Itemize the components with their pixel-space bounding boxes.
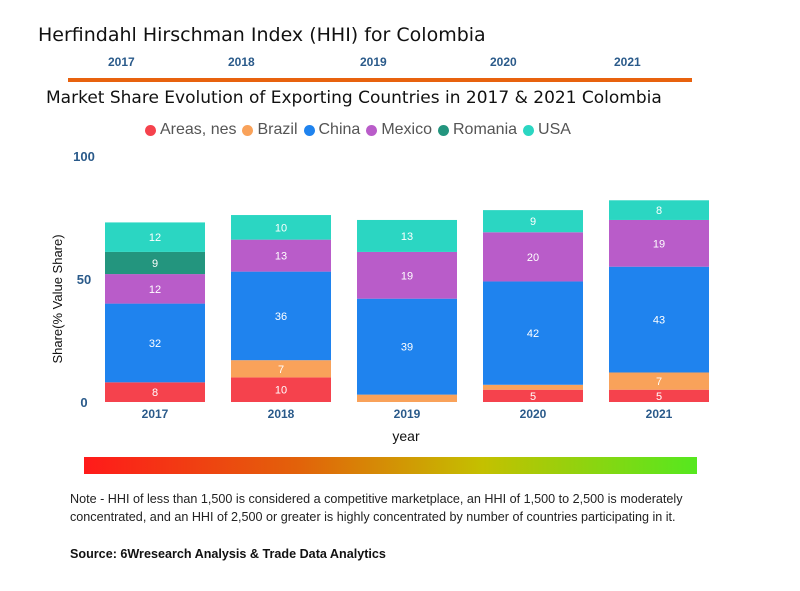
bar-segment-areas-nes-2020 — [483, 389, 583, 402]
legend-swatch — [366, 124, 378, 136]
legend-item-romania: Romania — [438, 121, 517, 139]
legend-label: Brazil — [257, 121, 298, 138]
legend-label: Mexico — [381, 121, 432, 138]
bar-segment-brazil-2019 — [357, 394, 457, 402]
title-divider — [68, 78, 692, 82]
data-label: 32 — [149, 338, 161, 350]
data-label: 13 — [401, 231, 413, 243]
bar-segment-usa-2019 — [357, 219, 457, 252]
bar-segment-china-2018 — [231, 271, 331, 361]
hhi-gradient-scale — [84, 457, 697, 474]
data-label: 10 — [275, 222, 287, 234]
bar-segment-mexico-2018 — [231, 239, 331, 272]
data-label: 5 — [530, 391, 536, 403]
data-label: 19 — [401, 270, 413, 282]
x-axis-label: year — [392, 428, 420, 444]
legend-item-china: China — [303, 121, 361, 139]
bar-segment-brazil-2020 — [483, 384, 583, 390]
bar-segment-china-2021 — [609, 266, 709, 373]
source-line: Source: 6Wresearch Analysis & Trade Data… — [70, 547, 386, 561]
bar-segment-china-2017 — [105, 303, 205, 383]
bar-segment-brazil-2021 — [609, 372, 709, 390]
data-label: 13 — [275, 251, 287, 263]
data-label: 9 — [530, 216, 536, 228]
legend-item-mexico: Mexico — [366, 121, 432, 139]
x-tick-label: 2020 — [520, 407, 547, 421]
legend-label: USA — [538, 121, 571, 138]
bar-segment-usa-2018 — [231, 215, 331, 240]
bar-segment-areas-nes-2018 — [231, 377, 331, 402]
footnote: Note - HHI of less than 1,500 is conside… — [70, 492, 683, 524]
bar-segment-mexico-2017 — [105, 274, 205, 304]
legend-swatch — [242, 124, 254, 136]
bar-segment-usa-2020 — [483, 210, 583, 233]
main-title: Herfindahl Hirschman Index (HHI) for Col… — [38, 24, 486, 46]
data-label: 12 — [149, 232, 161, 244]
x-tick-label: 2019 — [394, 407, 421, 421]
bar-segment-mexico-2021 — [609, 219, 709, 267]
y-axis-label: Share(% Value Share) — [50, 234, 65, 363]
stacked-bar-chart: 0 50 100 Share(% Value Share) 8 32 12 9 12 2017 10… — [50, 149, 709, 444]
legend-swatch — [145, 124, 156, 136]
chart-title: Market Share Evolution of Exporting Coun… — [46, 88, 662, 108]
data-label: 8 — [656, 205, 662, 217]
chart-legend: Areas, nes Brazil China Mexico Romania USA — [145, 119, 577, 141]
bar-segment-brazil-2018 — [231, 360, 331, 378]
data-label: 12 — [149, 284, 161, 296]
bar-segment-china-2019 — [357, 298, 457, 395]
y-tick-label: 0 — [80, 395, 87, 410]
data-label: 36 — [275, 311, 287, 323]
bar-segment-usa-2021 — [609, 200, 709, 220]
bar-segment-china-2020 — [483, 281, 583, 385]
data-label: 20 — [527, 252, 539, 264]
header-year-2018: 2018 — [228, 55, 255, 69]
data-label: 42 — [527, 328, 539, 340]
data-label: 5 — [656, 391, 662, 403]
legend-label: Areas, nes — [160, 121, 237, 138]
x-tick-label: 2018 — [268, 407, 295, 421]
data-label: 8 — [152, 387, 158, 399]
data-label: 39 — [401, 342, 413, 354]
x-tick-label: 2021 — [646, 407, 673, 421]
legend-label: Romania — [453, 121, 518, 138]
data-label: 43 — [653, 315, 665, 327]
bar-segment-mexico-2019 — [357, 251, 457, 299]
legend-item-brazil: Brazil — [242, 121, 298, 139]
bar-segment-areas-nes-2017 — [105, 382, 205, 402]
data-label: 19 — [653, 238, 665, 250]
bar-segment-usa-2017 — [105, 222, 205, 252]
header-year-2019: 2019 — [360, 55, 387, 69]
x-tick-label: 2017 — [142, 407, 169, 421]
data-label: 7 — [656, 376, 662, 388]
legend-swatch — [303, 124, 315, 136]
y-tick-label: 100 — [73, 149, 95, 164]
legend-swatch — [438, 124, 449, 136]
data-label: 7 — [278, 364, 284, 376]
data-label: 10 — [275, 385, 287, 397]
legend-item-areas-nes: Areas, nes — [145, 121, 236, 139]
data-label: 9 — [152, 258, 158, 270]
legend-swatch — [523, 124, 535, 136]
header-year-2017: 2017 — [108, 55, 135, 69]
bar-segment-areas-nes-2021 — [609, 389, 709, 402]
legend-label: China — [318, 121, 361, 138]
bar-segment-mexico-2020 — [483, 232, 583, 282]
y-tick-label: 50 — [77, 272, 91, 287]
header-year-2020: 2020 — [490, 55, 517, 69]
bar-segment-romania-2017 — [105, 251, 205, 275]
legend-item-usa: USA — [523, 121, 571, 139]
header-year-2021: 2021 — [614, 55, 641, 69]
